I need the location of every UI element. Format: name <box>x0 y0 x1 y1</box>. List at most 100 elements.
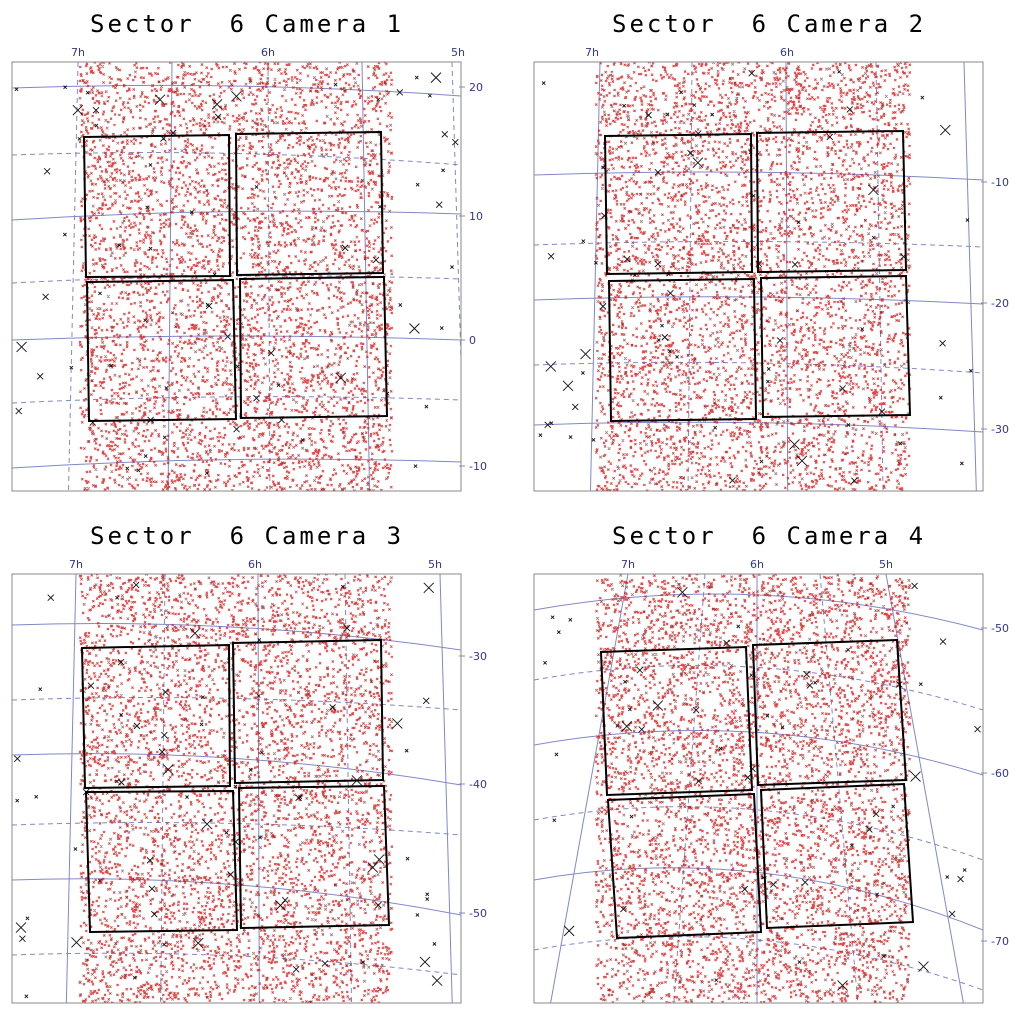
bright-star-marker <box>424 404 429 409</box>
bright-star-marker <box>423 582 435 594</box>
bright-star-marker <box>333 82 338 87</box>
bright-star-marker <box>939 638 947 645</box>
ra-tick-label: 6h <box>750 558 764 571</box>
ccd-outline-1 <box>603 132 754 276</box>
red-star-markers <box>594 62 912 491</box>
ccd-outline-1 <box>599 645 754 797</box>
ra-gridline <box>451 62 461 378</box>
ra-tick-label: 7h <box>621 558 635 571</box>
dec-tick-label: -20 <box>991 297 1009 310</box>
ra-tick-label: 5h <box>428 558 442 571</box>
bright-star-marker <box>15 922 27 933</box>
bright-star-marker <box>751 193 756 198</box>
bright-star-marker <box>729 477 736 484</box>
bright-star-marker <box>968 368 973 373</box>
bright-star-marker <box>118 779 125 786</box>
bright-star-marker <box>72 104 84 116</box>
bright-star-marker <box>85 90 90 95</box>
bright-star-marker <box>541 81 546 85</box>
bright-star-marker <box>776 337 784 344</box>
bright-star-marker <box>645 111 652 119</box>
bright-star-marker <box>146 857 154 864</box>
dec-gridline <box>12 458 461 469</box>
bright-star-marker <box>620 905 627 913</box>
bright-star-marker <box>204 471 209 476</box>
red-star-markers <box>78 62 394 491</box>
dec-tick-label: -60 <box>991 767 1009 780</box>
bright-star-marker <box>154 94 166 106</box>
plot-frame <box>533 573 984 1004</box>
dec-tick-label: -10 <box>991 176 1009 189</box>
bright-star-marker <box>710 112 715 117</box>
ra-tick-label: 7h <box>69 558 83 571</box>
bright-star-marker <box>398 303 403 307</box>
bright-star-marker <box>552 818 557 823</box>
dec-tick-label: -50 <box>991 622 1009 635</box>
bright-star-marker <box>143 454 148 459</box>
ra-gridline <box>550 574 629 1003</box>
bright-star-marker <box>780 725 785 730</box>
bright-star-marker <box>98 878 102 883</box>
dec-tick-label: 20 <box>469 81 483 94</box>
ra-gridline <box>67 62 79 491</box>
bright-star-marker <box>227 871 234 878</box>
bright-star-marker <box>660 323 664 328</box>
bright-star-marker <box>15 407 23 415</box>
bright-star-marker <box>413 464 418 469</box>
bright-star-marker <box>692 706 700 714</box>
dec-gridline <box>12 275 461 284</box>
ccd-outline-3 <box>84 789 239 934</box>
ccd-outline-4 <box>238 275 389 420</box>
dark-red-star-markers <box>78 574 394 1003</box>
bright-star-marker <box>432 941 437 946</box>
bright-star-marker <box>199 722 204 727</box>
ccd-outline-4 <box>237 784 391 930</box>
bright-star-marker <box>450 265 454 270</box>
bright-star-marker <box>189 210 194 215</box>
bright-star-marker <box>568 617 573 622</box>
bright-star-marker <box>132 975 137 980</box>
bright-star-marker <box>87 682 95 690</box>
bright-star-marker <box>652 700 664 711</box>
bright-star-marker <box>580 370 585 375</box>
bright-star-marker <box>329 704 336 711</box>
bright-star-marker <box>636 666 644 674</box>
bright-star-marker <box>744 774 752 781</box>
bright-star-marker <box>405 856 410 861</box>
bright-star-marker <box>409 323 420 334</box>
bright-star-marker <box>162 942 166 947</box>
dec-tick-label: -70 <box>991 935 1009 948</box>
bright-star-marker <box>295 794 302 802</box>
bright-star-marker <box>114 779 119 784</box>
bright-star-marker <box>143 318 148 323</box>
bright-star-marker <box>759 459 764 464</box>
bright-star-marker <box>918 961 929 972</box>
dec-gridline <box>12 753 461 786</box>
bright-star-marker <box>911 582 918 590</box>
bright-star-marker <box>360 960 365 965</box>
bright-star-marker <box>98 291 102 296</box>
dec-gridline <box>12 697 461 711</box>
bright-star-marker <box>452 138 459 146</box>
chart-title-camera-4: Sector 6 Camera 4 <box>612 522 927 550</box>
bright-star-marker <box>868 184 879 196</box>
dec-tick-label: -10 <box>469 460 487 473</box>
bright-star-marker <box>201 818 213 830</box>
bright-star-marker <box>162 435 167 440</box>
bright-star-marker <box>839 385 846 392</box>
bright-star-marker <box>638 726 646 733</box>
bright-star-marker <box>599 303 607 310</box>
bright-star-marker <box>435 201 443 208</box>
ra-tick-label: 7h <box>71 46 85 59</box>
bright-star-marker <box>591 437 596 442</box>
bright-star-marker <box>910 771 921 782</box>
bright-star-marker <box>601 165 606 170</box>
bright-star-marker <box>162 688 169 696</box>
bright-star-marker <box>148 163 153 167</box>
bright-star-marker <box>192 937 204 949</box>
bright-star-marker <box>224 333 232 340</box>
bright-star-marker <box>133 722 141 730</box>
ra-tick-label: 5h <box>451 46 465 59</box>
bright-star-marker <box>162 764 174 775</box>
ccd-outline-2 <box>755 129 908 274</box>
